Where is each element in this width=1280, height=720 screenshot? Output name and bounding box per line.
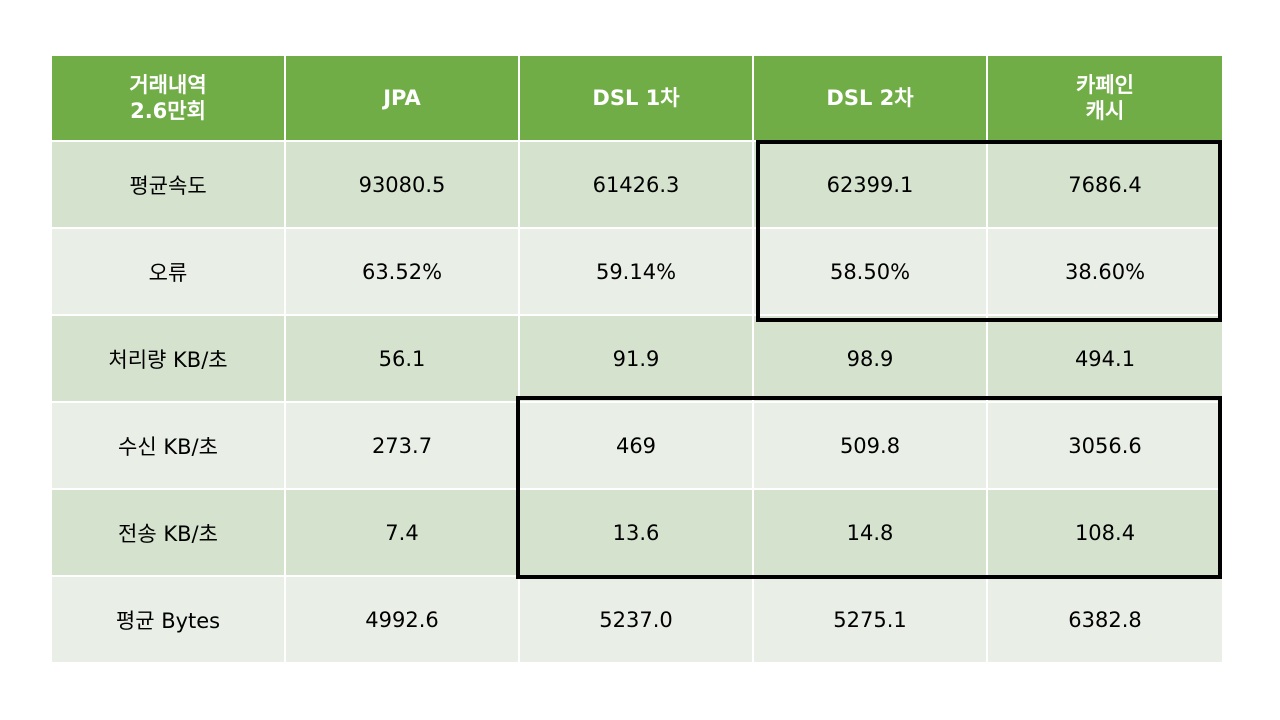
header-text: 카페인	[1076, 73, 1134, 97]
row-label: 수신 KB/초	[50, 401, 286, 490]
table-cell: 98.9	[752, 314, 988, 403]
table-cell: 63.52%	[284, 227, 520, 316]
table-row: 평균속도 93080.5 61426.3 62399.1 7686.4	[50, 140, 1224, 229]
table-cell: 14.8	[752, 488, 988, 577]
table-cell: 62399.1	[752, 140, 988, 229]
table-cell: 5275.1	[752, 575, 988, 664]
table-row: 처리량 KB/초 56.1 91.9 98.9 494.1	[50, 314, 1224, 403]
row-label: 전송 KB/초	[50, 488, 286, 577]
table-cell: 93080.5	[284, 140, 520, 229]
row-label: 오류	[50, 227, 286, 316]
table-row: 전송 KB/초 7.4 13.6 14.8 108.4	[50, 488, 1224, 577]
row-label: 평균속도	[50, 140, 286, 229]
table-cell: 56.1	[284, 314, 520, 403]
table-cell: 13.6	[518, 488, 754, 577]
table-cell: 7686.4	[986, 140, 1224, 229]
header-text: 캐시	[1085, 99, 1125, 123]
table-cell: 494.1	[986, 314, 1224, 403]
row-label: 평균 Bytes	[50, 575, 286, 664]
row-label: 처리량 KB/초	[50, 314, 286, 403]
table-cell: 3056.6	[986, 401, 1224, 490]
header-text: DSL 2차	[826, 86, 914, 110]
table-cell: 7.4	[284, 488, 520, 577]
table-cell: 5237.0	[518, 575, 754, 664]
table-cell: 59.14%	[518, 227, 754, 316]
table-cell: 58.50%	[752, 227, 988, 316]
header-text: JPA	[383, 86, 421, 110]
table-row: 오류 63.52% 59.14% 58.50% 38.60%	[50, 227, 1224, 316]
table-row: 수신 KB/초 273.7 469 509.8 3056.6	[50, 401, 1224, 490]
header-cell-transactions: 거래내역 2.6만회	[50, 54, 286, 142]
table-row: 평균 Bytes 4992.6 5237.0 5275.1 6382.8	[50, 575, 1224, 664]
table-cell: 273.7	[284, 401, 520, 490]
table-cell: 38.60%	[986, 227, 1224, 316]
table-cell: 61426.3	[518, 140, 754, 229]
header-text: DSL 1차	[592, 86, 680, 110]
table-cell: 4992.6	[284, 575, 520, 664]
table-cell: 91.9	[518, 314, 754, 403]
table-cell: 509.8	[752, 401, 988, 490]
header-text: 2.6만회	[130, 99, 206, 123]
header-cell-dsl-1: DSL 1차	[518, 54, 754, 142]
comparison-table: 거래내역 2.6만회 JPA DSL 1차 DSL 2차 카페인 캐시	[50, 54, 1224, 664]
table-cell: 6382.8	[986, 575, 1224, 664]
header-row: 거래내역 2.6만회 JPA DSL 1차 DSL 2차 카페인 캐시	[50, 54, 1224, 142]
table-cell: 469	[518, 401, 754, 490]
header-cell-caffeine-cache: 카페인 캐시	[986, 54, 1224, 142]
header-cell-dsl-2: DSL 2차	[752, 54, 988, 142]
table-cell: 108.4	[986, 488, 1224, 577]
header-cell-jpa: JPA	[284, 54, 520, 142]
header-text: 거래내역	[129, 73, 207, 97]
